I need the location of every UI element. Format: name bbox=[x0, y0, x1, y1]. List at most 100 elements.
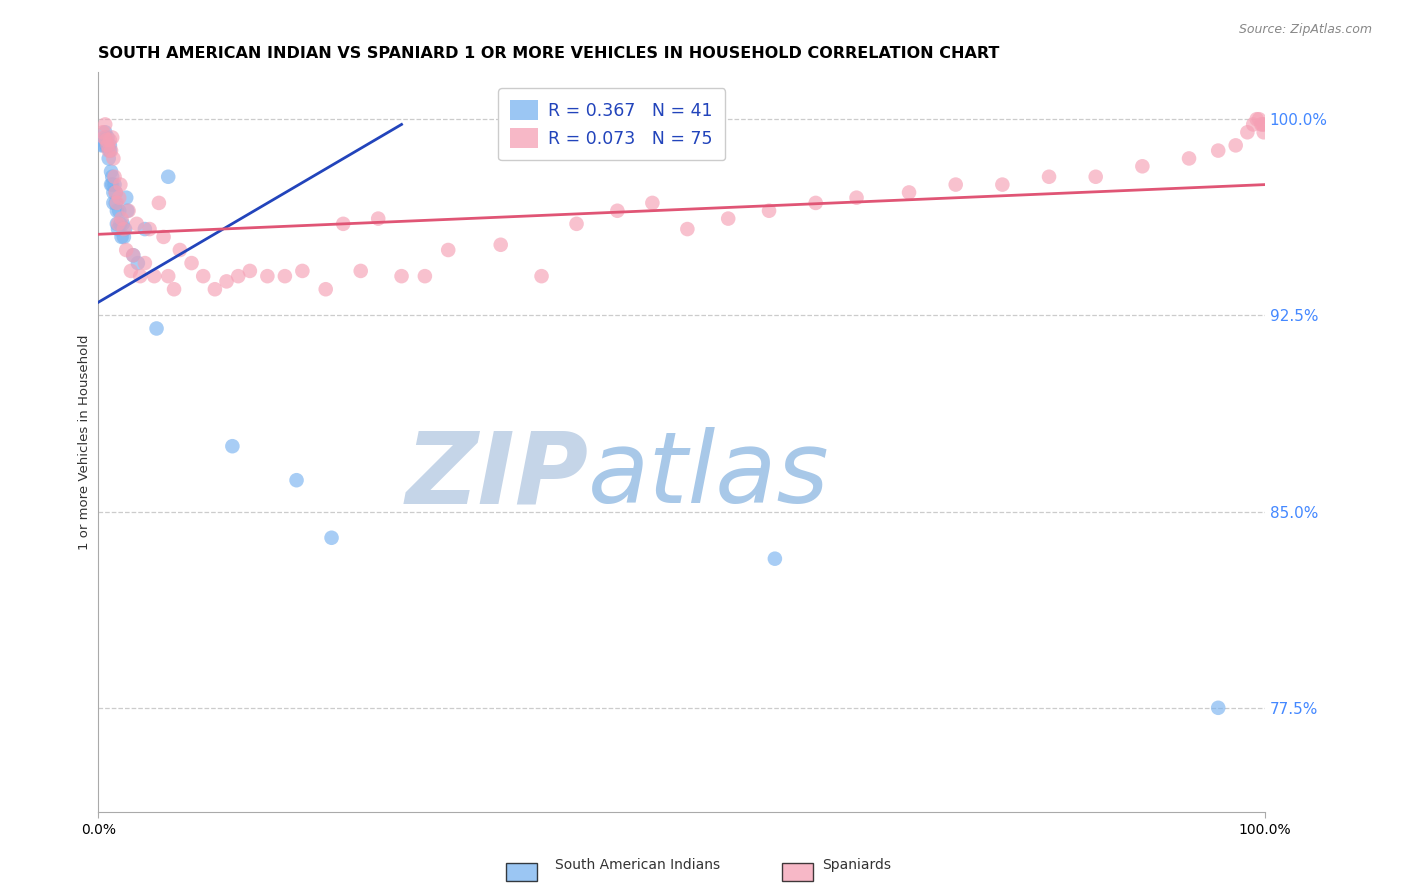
Point bbox=[110, 217, 132, 231]
Text: South American Indians: South American Indians bbox=[555, 858, 720, 872]
Point bbox=[1084, 169, 1107, 184]
Point bbox=[134, 222, 156, 236]
Point bbox=[93, 130, 115, 145]
Point bbox=[641, 195, 664, 210]
Point bbox=[945, 178, 967, 192]
Point bbox=[122, 248, 145, 262]
Point bbox=[112, 230, 135, 244]
Point bbox=[110, 211, 132, 226]
Point bbox=[1254, 117, 1277, 131]
Text: atlas: atlas bbox=[588, 427, 830, 524]
Point bbox=[117, 203, 139, 218]
Point bbox=[98, 133, 121, 147]
Point bbox=[1241, 117, 1264, 131]
Point bbox=[101, 130, 124, 145]
Point bbox=[256, 269, 278, 284]
Y-axis label: 1 or more Vehicles in Household: 1 or more Vehicles in Household bbox=[79, 334, 91, 550]
Point bbox=[112, 222, 135, 236]
Point bbox=[108, 191, 131, 205]
Point bbox=[107, 217, 129, 231]
Point bbox=[391, 269, 413, 284]
Point bbox=[145, 321, 167, 335]
Point bbox=[1251, 117, 1274, 131]
Point bbox=[315, 282, 337, 296]
Point bbox=[122, 248, 145, 262]
Point bbox=[1247, 112, 1270, 127]
Text: ZIP: ZIP bbox=[405, 427, 588, 524]
Point bbox=[215, 274, 238, 288]
Point bbox=[105, 203, 128, 218]
Point bbox=[104, 186, 127, 200]
Point bbox=[138, 222, 160, 236]
Point bbox=[1038, 169, 1060, 184]
Point bbox=[101, 169, 124, 184]
Point bbox=[97, 144, 120, 158]
Point bbox=[845, 191, 868, 205]
Point bbox=[93, 138, 115, 153]
Point bbox=[143, 269, 166, 284]
Point bbox=[107, 222, 129, 236]
Point bbox=[350, 264, 373, 278]
Point bbox=[103, 186, 125, 200]
Point bbox=[1253, 125, 1275, 139]
Point bbox=[157, 269, 180, 284]
Point bbox=[169, 243, 191, 257]
Point bbox=[110, 178, 132, 192]
Point bbox=[274, 269, 297, 284]
Point bbox=[96, 130, 118, 145]
Point bbox=[285, 473, 308, 487]
Point bbox=[1246, 112, 1268, 127]
Point bbox=[108, 203, 131, 218]
Point bbox=[193, 269, 215, 284]
Point bbox=[110, 230, 132, 244]
Point bbox=[437, 243, 460, 257]
Point bbox=[606, 203, 628, 218]
Point bbox=[101, 178, 124, 192]
Point bbox=[91, 125, 114, 139]
Point bbox=[991, 178, 1014, 192]
Point bbox=[221, 439, 243, 453]
Point bbox=[758, 203, 780, 218]
Point bbox=[117, 203, 139, 218]
Point bbox=[104, 195, 127, 210]
Point bbox=[96, 138, 118, 153]
Point bbox=[94, 117, 117, 131]
Point bbox=[100, 164, 122, 178]
Point bbox=[152, 230, 174, 244]
Point bbox=[1206, 701, 1229, 715]
Point bbox=[157, 169, 180, 184]
Text: Spaniards: Spaniards bbox=[823, 858, 891, 872]
Point bbox=[530, 269, 553, 284]
Point bbox=[163, 282, 186, 296]
Point bbox=[100, 144, 122, 158]
Legend: R = 0.367   N = 41, R = 0.073   N = 75: R = 0.367 N = 41, R = 0.073 N = 75 bbox=[498, 88, 725, 161]
Point bbox=[204, 282, 226, 296]
Point bbox=[1178, 152, 1201, 166]
Point bbox=[96, 138, 118, 153]
Point bbox=[1130, 159, 1153, 173]
Point bbox=[100, 178, 122, 192]
Point bbox=[97, 152, 120, 166]
Point bbox=[367, 211, 389, 226]
Point bbox=[96, 138, 118, 153]
Point bbox=[96, 133, 118, 147]
Point bbox=[898, 186, 921, 200]
Point bbox=[94, 130, 117, 145]
Text: SOUTH AMERICAN INDIAN VS SPANIARD 1 OR MORE VEHICLES IN HOUSEHOLD CORRELATION CH: SOUTH AMERICAN INDIAN VS SPANIARD 1 OR M… bbox=[98, 46, 1000, 62]
Point bbox=[321, 531, 343, 545]
Point bbox=[180, 256, 202, 270]
Point bbox=[98, 144, 121, 158]
Point bbox=[148, 195, 170, 210]
Point bbox=[103, 178, 125, 192]
Point bbox=[111, 217, 134, 231]
Point bbox=[1225, 138, 1247, 153]
Point bbox=[98, 138, 121, 153]
Point bbox=[125, 217, 148, 231]
Point bbox=[1236, 125, 1258, 139]
Point bbox=[94, 125, 117, 139]
Point bbox=[1250, 117, 1272, 131]
Point bbox=[105, 217, 128, 231]
Point bbox=[120, 264, 142, 278]
Point bbox=[239, 264, 262, 278]
Point bbox=[105, 195, 128, 210]
